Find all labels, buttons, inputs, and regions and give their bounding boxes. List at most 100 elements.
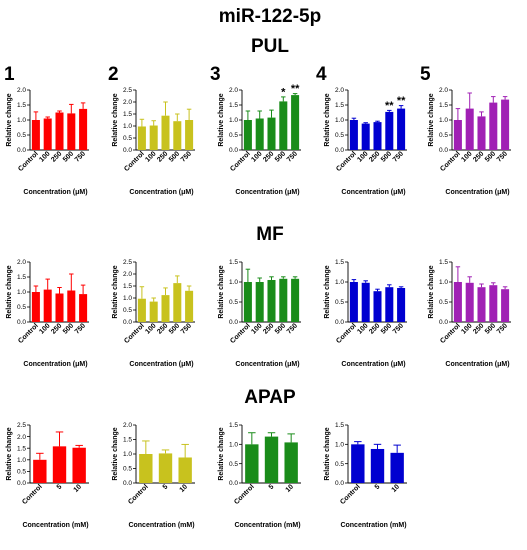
x-axis-label: Concentration (μM) — [341, 361, 405, 368]
x-tick-label: 500 — [484, 322, 497, 335]
significance-marker: ** — [385, 100, 394, 112]
x-axis-label: Concentration (μM) — [235, 189, 299, 196]
y-axis-label: Relative change — [6, 427, 13, 480]
x-axis-label: Concentration (μM) — [445, 189, 509, 196]
section-title-mf: MF — [256, 224, 283, 245]
y-tick-label: 0.0 — [123, 319, 132, 326]
bar-250 — [373, 291, 382, 322]
y-tick-label: 1.5 — [123, 283, 132, 290]
bar-100 — [149, 125, 158, 150]
x-tick-label: 750 — [392, 322, 405, 335]
bar-250 — [373, 122, 382, 150]
x-tick-label: 250 — [472, 322, 485, 335]
y-tick-label: 2.5 — [123, 87, 132, 94]
x-tick-label: 250 — [262, 150, 275, 163]
y-tick-label: 0.0 — [335, 319, 344, 326]
y-axis-label: Relative change — [428, 93, 435, 146]
bar-250 — [55, 112, 64, 150]
x-tick-label: 750 — [496, 322, 509, 335]
x-tick-label: 500 — [62, 322, 75, 335]
bar-5 — [158, 453, 173, 483]
x-tick-label: 10 — [73, 483, 84, 494]
y-tick-label: 2.0 — [17, 87, 26, 94]
x-axis-label: Concentration (μM) — [445, 361, 509, 368]
x-tick-label: 750 — [496, 150, 509, 163]
x-tick-label: 750 — [180, 322, 193, 335]
y-tick-label: 2.0 — [123, 422, 132, 429]
panel-label-pul-2: 2 — [108, 64, 119, 85]
y-tick-label: 1.0 — [123, 451, 132, 458]
bar-500 — [279, 101, 288, 150]
x-tick-label: 250 — [50, 322, 63, 335]
y-tick-label: 0.0 — [17, 319, 26, 326]
x-tick-label: 750 — [286, 322, 299, 335]
y-tick-label: 1.0 — [123, 295, 132, 302]
x-tick-label: 5 — [268, 483, 276, 491]
x-tick-label: 10 — [179, 483, 190, 494]
bar-750 — [185, 120, 194, 150]
bar-750 — [79, 294, 88, 322]
y-tick-label: 0.0 — [229, 480, 238, 487]
bar-500 — [279, 278, 288, 322]
y-tick-label: 1.5 — [335, 422, 344, 429]
y-axis-label: Relative change — [428, 265, 435, 318]
y-tick-label: 0.5 — [123, 466, 132, 473]
x-axis-label: Concentration (μM) — [129, 361, 193, 368]
bar-250 — [267, 280, 276, 322]
y-tick-label: 1.0 — [17, 117, 26, 124]
x-tick-label: 100 — [250, 150, 263, 163]
x-tick-label: 100 — [38, 322, 51, 335]
y-tick-label: 0.5 — [335, 299, 344, 306]
x-tick-label: 500 — [274, 150, 287, 163]
x-tick-label: 500 — [168, 322, 181, 335]
bar-750 — [291, 278, 300, 322]
y-axis-label: Relative change — [218, 93, 225, 146]
x-tick-label: 500 — [62, 150, 75, 163]
y-tick-label: 0.0 — [17, 147, 26, 154]
x-tick-label: 500 — [274, 322, 287, 335]
significance-marker: * — [281, 86, 286, 98]
bar-100 — [149, 301, 158, 322]
y-tick-label: 1.5 — [123, 437, 132, 444]
bar-250 — [55, 293, 64, 322]
x-tick-label: 5 — [374, 483, 382, 491]
y-tick-label: 1.0 — [335, 279, 344, 286]
bar-5 — [52, 446, 67, 483]
x-tick-label: 100 — [144, 150, 157, 163]
bar-250 — [267, 117, 276, 150]
y-tick-label: 0.5 — [17, 132, 26, 139]
bar-750 — [501, 289, 510, 322]
y-tick-label: 0.0 — [439, 147, 448, 154]
panel-label-pul-3: 3 — [210, 64, 221, 85]
bar-100 — [465, 108, 474, 150]
x-axis-label: Concentration (mM) — [234, 522, 300, 529]
y-tick-label: 0.5 — [229, 461, 238, 468]
x-tick-label: 10 — [285, 483, 296, 494]
bar-control — [137, 126, 146, 150]
bar-750 — [397, 288, 406, 322]
y-axis-label: Relative change — [112, 427, 119, 480]
y-tick-label: 2.0 — [17, 434, 26, 441]
x-tick-label: 750 — [392, 150, 405, 163]
bar-750 — [397, 108, 406, 150]
significance-marker: ** — [291, 83, 300, 95]
bar-500 — [67, 290, 76, 322]
y-tick-label: 0.5 — [335, 132, 344, 139]
y-tick-label: 1.0 — [335, 442, 344, 449]
bar-100 — [361, 123, 370, 150]
y-axis-label: Relative change — [112, 93, 119, 146]
y-axis-label: Relative change — [112, 265, 119, 318]
y-tick-label: 1.5 — [229, 259, 238, 266]
bar-10 — [390, 452, 404, 483]
bar-100 — [43, 289, 52, 322]
bar-500 — [385, 111, 394, 150]
x-axis-label: Concentration (μM) — [341, 189, 405, 196]
bar-control — [243, 282, 252, 322]
bar-control — [351, 444, 365, 483]
bar-250 — [477, 287, 486, 322]
